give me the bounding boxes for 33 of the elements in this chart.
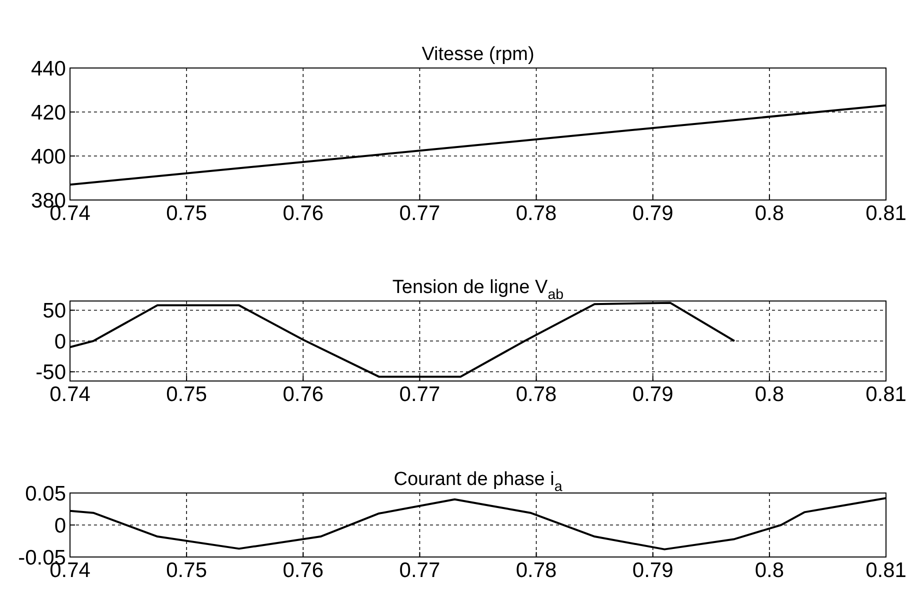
x-tick-label: 0.81 [866,559,906,582]
chart-title: Courant de phase i$_{a}$ [394,469,562,495]
x-tick-label: 0.76 [282,202,324,225]
x-tick-label: 0.75 [166,202,208,225]
y-tick-label: 440 [30,57,66,80]
x-tick-label: 0.75 [166,383,208,406]
y-tick-label: 50 [42,300,66,323]
x-tick-label: 0.76 [282,383,324,406]
x-tick-label: 0.78 [516,559,557,582]
x-tick-label: 0.8 [754,559,784,582]
y-tick-label: 0.05 [25,482,66,506]
y-tick-label: 0 [54,514,66,538]
x-tick-label: 0.79 [632,383,674,406]
x-tick-label: 0.75 [166,559,208,582]
x-tick-label: 0.8 [754,202,784,225]
x-tick-label: 0.8 [754,383,784,406]
x-tick-label: 0.79 [632,202,674,225]
chart-title: Tension de ligne V$_{ab}$ [392,277,564,303]
x-tick-label: 0.77 [399,202,440,225]
y-tick-label: -50 [36,361,66,384]
x-tick-label: 0.76 [282,559,324,582]
x-tick-label: 0.81 [866,202,906,225]
x-tick-label: 0.78 [516,202,557,225]
y-tick-label: 0 [54,330,66,354]
x-tick-label: 0.77 [399,559,440,582]
y-tick-label: 420 [30,101,66,124]
chart-title: Vitesse (rpm) [422,44,534,65]
x-tick-label: 0.78 [516,383,557,406]
x-tick-label: 0.77 [399,383,440,406]
x-tick-label: 0.74 [50,383,91,406]
y-tick-label: 400 [30,145,66,168]
x-tick-label: 0.79 [632,559,674,582]
x-tick-label: 0.81 [866,383,906,406]
